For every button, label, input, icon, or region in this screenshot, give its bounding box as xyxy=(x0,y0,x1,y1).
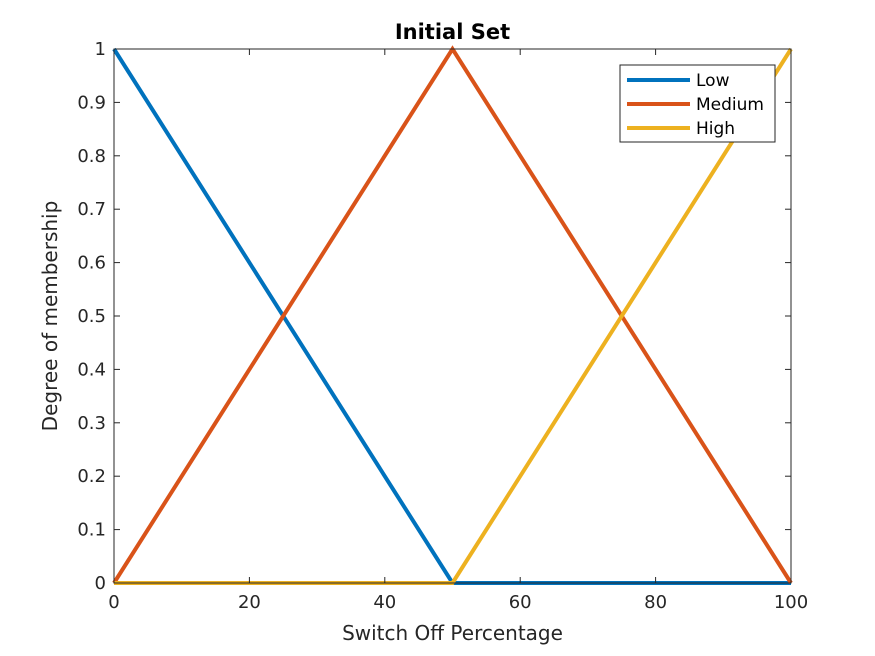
legend-items: Low Medium High xyxy=(627,71,764,139)
legend: Low Medium High xyxy=(619,64,776,143)
y-tick-label: 0.2 xyxy=(77,466,106,487)
x-tick-label: 40 xyxy=(373,592,396,613)
x-tick-label: 80 xyxy=(644,592,667,613)
y-tick-label: 0.6 xyxy=(77,253,106,274)
x-tick-label: 100 xyxy=(774,592,808,613)
y-tick-label: 0.5 xyxy=(77,306,106,327)
y-tick-label: 1 xyxy=(95,39,106,60)
y-tick-label: 0.9 xyxy=(77,92,106,113)
legend-label-low: Low xyxy=(696,71,730,91)
y-tick-label: 0.1 xyxy=(77,520,106,541)
legend-label-medium: Medium xyxy=(696,95,764,115)
legend-label-high: High xyxy=(696,119,735,139)
y-tick-label: 0.4 xyxy=(77,359,106,380)
y-axis-title: Degree of membership xyxy=(38,201,62,432)
chart-title: Initial Set xyxy=(395,20,510,44)
y-tick-label: 0 xyxy=(95,573,106,594)
y-tick-label: 0.8 xyxy=(77,146,106,167)
x-axis-title: Switch Off Percentage xyxy=(342,621,563,645)
x-tick-label: 60 xyxy=(509,592,532,613)
y-tick-label: 0.7 xyxy=(77,199,106,220)
ticks-layer: 0 20 40 60 80 100 0 0.1 0.2 0.3 0.4 0.5 0.6 0.7 0.8 0.9… xyxy=(77,39,808,613)
x-tick-label: 20 xyxy=(238,592,261,613)
x-tick-label: 0 xyxy=(108,592,119,613)
y-tick-label: 0.3 xyxy=(77,413,106,434)
